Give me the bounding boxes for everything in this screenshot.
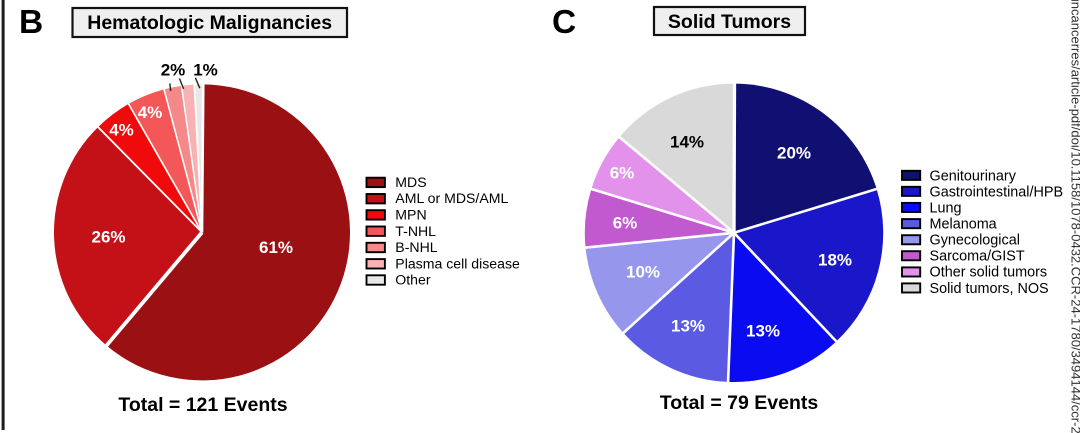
svg-text:Other solid tumors: Other solid tumors — [930, 265, 1048, 281]
svg-text:Solid tumors, NOS: Solid tumors, NOS — [930, 281, 1049, 297]
svg-text:Sarcoma/GIST: Sarcoma/GIST — [930, 249, 1025, 265]
svg-text:61%: 61% — [259, 238, 293, 257]
svg-text:T-NHL: T-NHL — [395, 223, 436, 239]
svg-text:Gastrointestinal/HPB: Gastrointestinal/HPB — [930, 185, 1064, 201]
svg-text:4%: 4% — [138, 103, 163, 122]
svg-text:B-NHL: B-NHL — [395, 239, 437, 255]
svg-text:Gynecological: Gynecological — [930, 233, 1020, 249]
svg-text:MPN: MPN — [395, 207, 426, 223]
svg-text:2%: 2% — [161, 61, 186, 80]
svg-text:Solid Tumors: Solid Tumors — [668, 11, 791, 33]
svg-text:Total = 121 Events: Total = 121 Events — [118, 394, 287, 416]
svg-text:Lung: Lung — [930, 201, 962, 217]
svg-text:Hematologic Malignancies: Hematologic Malignancies — [87, 12, 332, 34]
svg-text:AML or MDS/AML: AML or MDS/AML — [395, 190, 508, 206]
svg-text:20%: 20% — [777, 144, 811, 163]
svg-text:C: C — [552, 4, 576, 41]
svg-text:13%: 13% — [746, 322, 780, 341]
svg-text:14%: 14% — [670, 133, 704, 152]
svg-text:1%: 1% — [193, 61, 218, 80]
svg-text:B: B — [19, 4, 43, 41]
svg-text:18%: 18% — [818, 251, 852, 270]
svg-text:Melanoma: Melanoma — [930, 217, 997, 233]
svg-text:Total = 79 Events: Total = 79 Events — [660, 392, 819, 414]
svg-text:Plasma cell disease: Plasma cell disease — [395, 255, 520, 271]
svg-text:26%: 26% — [91, 228, 125, 247]
svg-text:4%: 4% — [109, 121, 134, 140]
svg-text:6%: 6% — [613, 214, 638, 233]
svg-text:13%: 13% — [671, 317, 705, 336]
svg-text:Other: Other — [395, 272, 431, 288]
svg-text:Genitourinary: Genitourinary — [930, 168, 1017, 184]
svg-text:MDS: MDS — [395, 174, 426, 190]
svg-text:10%: 10% — [626, 263, 660, 282]
svg-text:6%: 6% — [610, 164, 635, 183]
svg-text:lincancerres/article-pdf/doi/1: lincancerres/article-pdf/doi/10.1158/107… — [1069, 0, 1080, 433]
